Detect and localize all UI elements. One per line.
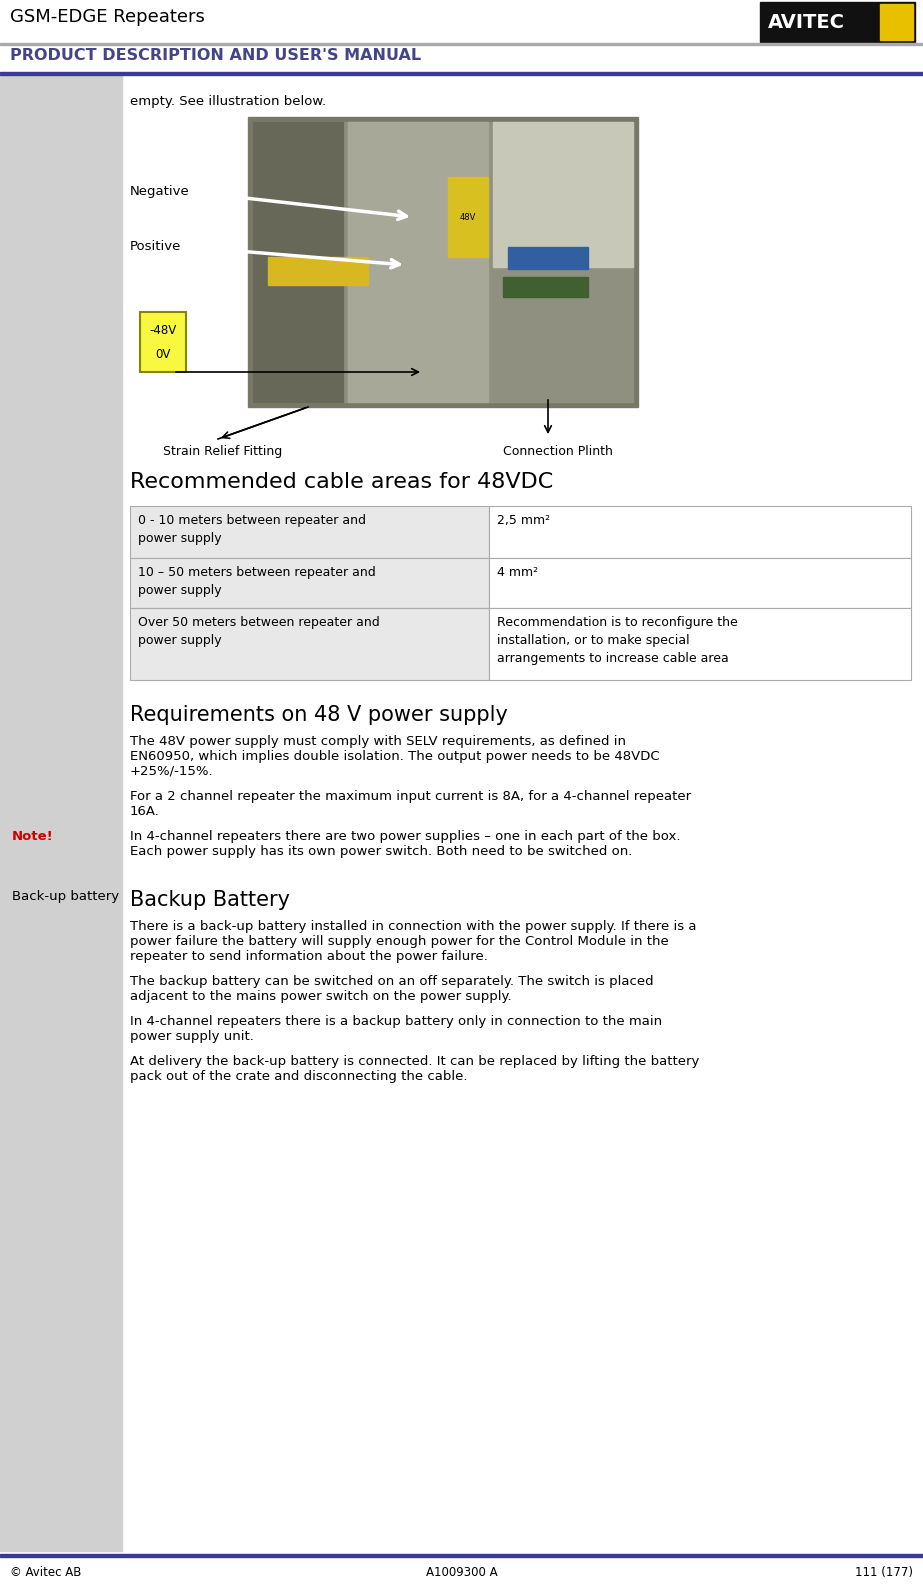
Text: 4 mm²: 4 mm² xyxy=(497,566,538,578)
Text: At delivery the back-up battery is connected. It can be replaced by lifting the : At delivery the back-up battery is conne… xyxy=(130,1055,700,1068)
Text: 111 (177): 111 (177) xyxy=(855,1567,913,1579)
Text: The backup battery can be switched on an off separately. The switch is placed: The backup battery can be switched on an… xyxy=(130,976,653,988)
Bar xyxy=(248,118,638,407)
Text: empty. See illustration below.: empty. See illustration below. xyxy=(130,95,326,108)
Text: +25%/-15%.: +25%/-15%. xyxy=(130,764,213,779)
Text: The 48V power supply must comply with SELV requirements, as defined in: The 48V power supply must comply with SE… xyxy=(130,736,626,748)
Bar xyxy=(348,122,488,402)
Text: Recommendation is to reconfigure the
installation, or to make special
arrangemen: Recommendation is to reconfigure the ins… xyxy=(497,617,737,666)
Text: 2,5 mm²: 2,5 mm² xyxy=(497,513,550,528)
Bar xyxy=(253,122,343,402)
Text: Positive: Positive xyxy=(130,240,182,254)
Bar xyxy=(489,609,911,680)
Text: -48V: -48V xyxy=(150,324,176,337)
Bar xyxy=(130,558,489,609)
Text: Over 50 meters between repeater and
power supply: Over 50 meters between repeater and powe… xyxy=(138,617,379,647)
Bar xyxy=(503,276,588,297)
Text: Back-up battery: Back-up battery xyxy=(12,890,119,903)
Text: 48V: 48V xyxy=(460,213,476,221)
Text: 0V: 0V xyxy=(155,348,171,361)
Text: Connection Plinth: Connection Plinth xyxy=(503,445,613,458)
Bar xyxy=(140,311,186,372)
Text: Note!: Note! xyxy=(12,829,54,844)
Text: power supply unit.: power supply unit. xyxy=(130,1030,254,1042)
Text: 10 – 50 meters between repeater and
power supply: 10 – 50 meters between repeater and powe… xyxy=(138,566,376,597)
Text: PRODUCT DESCRIPTION AND USER'S MANUAL: PRODUCT DESCRIPTION AND USER'S MANUAL xyxy=(10,48,421,64)
Text: pack out of the crate and disconnecting the cable.: pack out of the crate and disconnecting … xyxy=(130,1069,468,1084)
Bar xyxy=(268,257,368,284)
Text: EN60950, which implies double isolation. The output power needs to be 48VDC: EN60950, which implies double isolation.… xyxy=(130,750,660,763)
Bar xyxy=(760,2,915,41)
Text: power failure the battery will supply enough power for the Control Module in the: power failure the battery will supply en… xyxy=(130,934,669,949)
Bar xyxy=(130,505,489,558)
Polygon shape xyxy=(880,5,913,40)
Text: 0 - 10 meters between repeater and
power supply: 0 - 10 meters between repeater and power… xyxy=(138,513,366,545)
Text: AVITEC: AVITEC xyxy=(768,13,845,32)
Text: repeater to send information about the power failure.: repeater to send information about the p… xyxy=(130,950,488,963)
Bar xyxy=(0,1554,923,1557)
Bar xyxy=(508,246,588,269)
Bar xyxy=(0,72,923,75)
Bar xyxy=(130,609,489,680)
Text: Requirements on 48 V power supply: Requirements on 48 V power supply xyxy=(130,706,508,725)
Text: adjacent to the mains power switch on the power supply.: adjacent to the mains power switch on th… xyxy=(130,990,511,1003)
Text: GSM-EDGE Repeaters: GSM-EDGE Repeaters xyxy=(10,8,205,25)
Bar xyxy=(489,558,911,609)
Bar xyxy=(493,122,633,267)
Bar xyxy=(0,76,122,1551)
Text: For a 2 channel repeater the maximum input current is 8A, for a 4-channel repeat: For a 2 channel repeater the maximum inp… xyxy=(130,790,691,802)
Text: Strain Relief Fitting: Strain Relief Fitting xyxy=(163,445,282,458)
Text: Negative: Negative xyxy=(130,186,190,199)
Bar xyxy=(253,122,633,402)
Text: Recommended cable areas for 48VDC: Recommended cable areas for 48VDC xyxy=(130,472,553,493)
Text: There is a back-up battery installed in connection with the power supply. If the: There is a back-up battery installed in … xyxy=(130,920,697,933)
Text: A1009300 A: A1009300 A xyxy=(426,1567,497,1579)
Bar xyxy=(448,176,488,257)
Text: 16A.: 16A. xyxy=(130,806,160,818)
Bar xyxy=(489,505,911,558)
Text: Backup Battery: Backup Battery xyxy=(130,890,290,910)
Text: Each power supply has its own power switch. Both need to be switched on.: Each power supply has its own power swit… xyxy=(130,845,632,858)
Text: In 4-channel repeaters there are two power supplies – one in each part of the bo: In 4-channel repeaters there are two pow… xyxy=(130,829,680,844)
Text: In 4-channel repeaters there is a backup battery only in connection to the main: In 4-channel repeaters there is a backup… xyxy=(130,1015,662,1028)
Text: © Avitec AB: © Avitec AB xyxy=(10,1567,81,1579)
